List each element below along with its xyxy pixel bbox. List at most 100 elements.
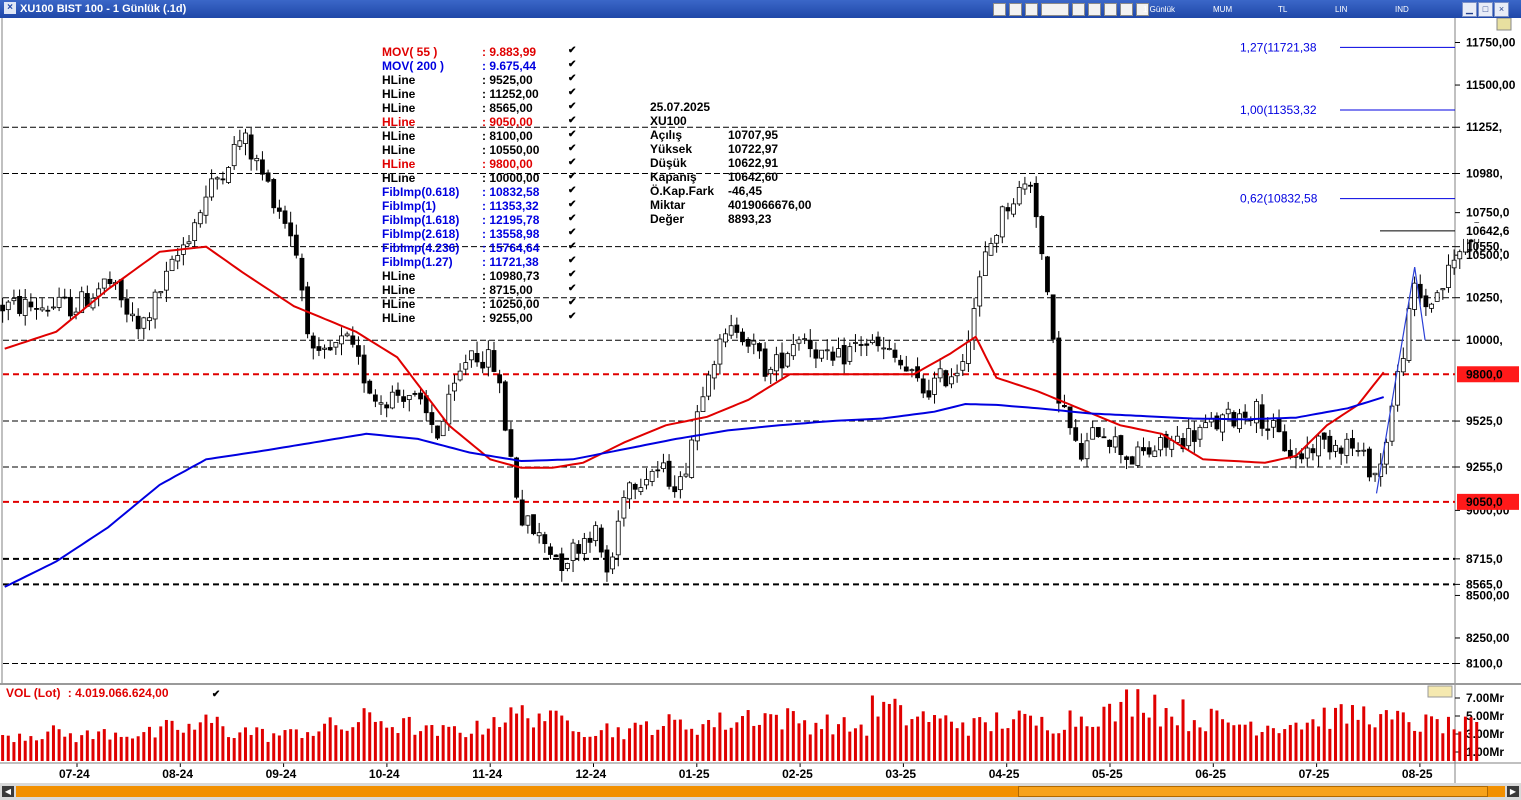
volume-bar xyxy=(1266,725,1270,761)
check-icon[interactable]: ✔ xyxy=(568,115,577,126)
volume-bar xyxy=(1006,728,1010,761)
volume-bar xyxy=(707,719,711,761)
window-close-icon[interactable]: × xyxy=(1494,2,1509,17)
ohlc-value: 10622,91 xyxy=(728,156,779,170)
check-icon[interactable]: ✔ xyxy=(568,311,577,322)
y-tick-label: 9525,0 xyxy=(1466,414,1503,428)
candle-body xyxy=(1039,216,1045,255)
minimize-icon[interactable]: ▁ xyxy=(1462,2,1477,17)
volume-bar xyxy=(1130,716,1134,761)
candle-body xyxy=(700,396,706,412)
volume-value: : 4.019.066.624,00 xyxy=(67,686,169,700)
candle-body xyxy=(457,370,463,381)
close-icon[interactable]: × xyxy=(4,2,16,14)
toolbar-button[interactable] xyxy=(1104,3,1117,16)
indicator-name: HLine xyxy=(382,101,416,115)
volume-bar xyxy=(441,725,445,761)
check-icon[interactable]: ✔ xyxy=(568,157,577,168)
currency-selector[interactable]: TL xyxy=(1278,5,1288,14)
check-icon[interactable]: ✔ xyxy=(568,59,577,70)
volume-bar xyxy=(1079,716,1083,761)
volume-bar xyxy=(509,707,513,761)
volume-bar xyxy=(170,720,174,761)
check-icon[interactable]: ✔ xyxy=(568,171,577,182)
volume-bar xyxy=(1,735,5,761)
volume-bar xyxy=(611,737,615,761)
toolbar-button[interactable] xyxy=(1025,3,1038,16)
candle-body xyxy=(1067,406,1073,429)
toolbar-button[interactable] xyxy=(1120,3,1133,16)
scale-button xyxy=(1496,18,1512,31)
volume-bar xyxy=(740,716,744,761)
volume-bar xyxy=(396,733,400,761)
candle-body xyxy=(1084,440,1090,460)
candle-body xyxy=(937,368,943,379)
ohlc-row: Açılış 10707,95 xyxy=(650,128,850,142)
check-icon[interactable]: ✔ xyxy=(568,87,577,98)
indicator-selector[interactable]: IND xyxy=(1395,5,1409,14)
volume-chart[interactable]: 07-24 08-24 09-24 10-24 11-24 12-24 01-25 02-25… xyxy=(0,683,1521,783)
volume-bar xyxy=(1226,722,1230,761)
check-icon[interactable]: ✔ xyxy=(568,45,577,56)
toolbar-button[interactable] xyxy=(1009,3,1022,16)
volume-bar xyxy=(944,715,948,761)
candle-body xyxy=(949,376,954,385)
toolbar-button[interactable] xyxy=(1041,3,1069,16)
volume-bar xyxy=(1469,717,1473,761)
maximize-icon[interactable]: □ xyxy=(1478,2,1493,17)
toolbar-button[interactable] xyxy=(993,3,1006,16)
scroll-left-icon[interactable]: ◀ xyxy=(2,786,14,797)
volume-bar xyxy=(1074,726,1078,761)
check-icon[interactable]: ✔ xyxy=(568,129,577,140)
horizontal-scrollbar[interactable]: ◀ ▶ xyxy=(0,783,1521,800)
volume-bar xyxy=(18,733,22,761)
check-icon[interactable]: ✔ xyxy=(568,101,577,112)
candle-body xyxy=(45,309,51,312)
volume-bar xyxy=(260,728,264,761)
scroll-thumb[interactable] xyxy=(1018,786,1488,797)
chart-type-selector[interactable]: MUM xyxy=(1213,5,1233,14)
check-icon[interactable]: ✔ xyxy=(568,227,577,238)
volume-bar xyxy=(938,718,942,761)
volume-bar xyxy=(859,724,863,761)
scale-selector[interactable]: LIN xyxy=(1335,5,1348,14)
volume-bar xyxy=(639,724,643,761)
volume-bar xyxy=(97,731,101,761)
scroll-track[interactable] xyxy=(16,786,1505,797)
check-icon[interactable]: ✔ xyxy=(568,283,577,294)
candle-body xyxy=(107,278,113,285)
volume-bar xyxy=(40,739,44,761)
volume-bar xyxy=(486,728,490,761)
toolbar-button[interactable] xyxy=(1136,3,1149,16)
check-icon[interactable]: ✔ xyxy=(568,241,577,252)
check-icon[interactable]: ✔ xyxy=(568,213,577,224)
volume-bar xyxy=(356,722,360,761)
volume-bar xyxy=(1023,713,1027,761)
toolbar-button[interactable] xyxy=(1088,3,1101,16)
check-icon[interactable]: ✔ xyxy=(568,185,577,196)
indicator-value: : 8715,00 xyxy=(482,283,533,297)
volume-bar xyxy=(277,735,281,761)
candle-body xyxy=(1056,337,1062,404)
volume-bar xyxy=(266,741,270,761)
period-selector[interactable]: 1 Günlük xyxy=(1143,5,1176,14)
check-icon[interactable]: ✔ xyxy=(568,297,577,308)
candle-body xyxy=(1429,303,1434,309)
check-icon[interactable]: ✔ xyxy=(211,689,221,700)
check-icon[interactable]: ✔ xyxy=(568,73,577,84)
check-icon[interactable]: ✔ xyxy=(568,255,577,266)
candle-body xyxy=(491,350,497,372)
indicator-name: FibImp(1.27) xyxy=(382,255,453,269)
toolbar-button[interactable] xyxy=(1072,3,1085,16)
volume-bar xyxy=(831,734,835,761)
volume-bar xyxy=(1187,731,1191,761)
check-icon[interactable]: ✔ xyxy=(568,199,577,210)
scroll-right-icon[interactable]: ▶ xyxy=(1507,786,1519,797)
check-icon[interactable]: ✔ xyxy=(568,269,577,280)
volume-bar xyxy=(786,708,790,761)
candle-body xyxy=(1191,430,1197,442)
check-icon[interactable]: ✔ xyxy=(568,143,577,154)
x-tick-label: 02-25 xyxy=(782,767,813,781)
price-chart[interactable]: 11750,00 11500,00 11252, 10980, 10750,0 10550… xyxy=(0,18,1521,683)
volume-bar xyxy=(1345,723,1349,761)
